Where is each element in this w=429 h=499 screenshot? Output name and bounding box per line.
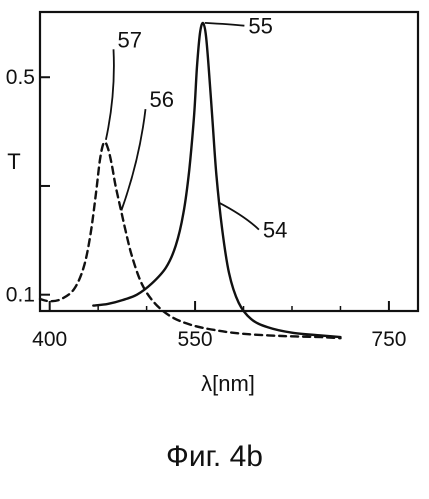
annotations: 57 56 55 54 [106, 14, 288, 243]
y-tick-label-0: 0.1 [6, 284, 35, 307]
x-tick-label-2: 750 [371, 328, 406, 351]
leader-line-56 [121, 109, 145, 210]
x-tick-label-1: 550 [178, 328, 213, 351]
annotation-label-55: 55 [248, 14, 272, 39]
plot-frame [40, 12, 418, 311]
leader-line-57 [106, 49, 114, 140]
x-tick-label-0: 400 [32, 328, 67, 351]
annotation-label-56: 56 [150, 87, 174, 112]
y-tick-label-2: 0.5 [6, 66, 35, 89]
x-axis-title: λ[nm] [201, 371, 255, 396]
series-group [40, 23, 341, 338]
leader-line-54 [218, 202, 259, 229]
leader-line-55 [205, 23, 245, 26]
axis-ticks: 0.1 0.5 400 550 750 [6, 66, 407, 351]
y-axis-title: T [7, 149, 20, 174]
figure-caption: Фиг. 4b [0, 440, 429, 474]
annotation-label-57: 57 [118, 27, 142, 52]
annotation-label-54: 54 [263, 218, 287, 243]
plot-area [40, 12, 418, 311]
